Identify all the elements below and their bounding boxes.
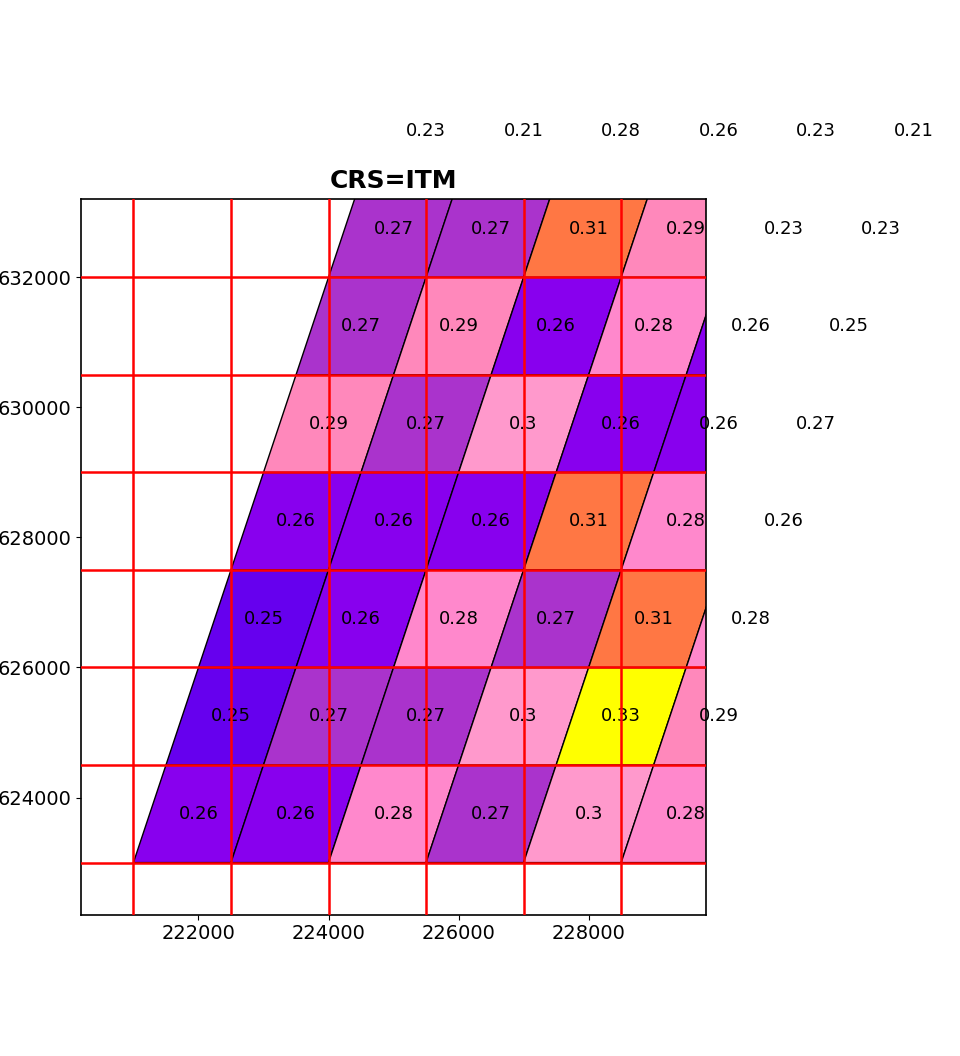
Polygon shape — [686, 570, 816, 667]
Polygon shape — [686, 278, 816, 375]
Polygon shape — [523, 180, 654, 278]
Polygon shape — [166, 667, 296, 765]
Polygon shape — [328, 180, 459, 278]
Text: 0.3: 0.3 — [574, 805, 603, 823]
Text: 0.31: 0.31 — [634, 609, 674, 627]
Text: 0.27: 0.27 — [373, 220, 414, 238]
Polygon shape — [523, 765, 654, 863]
Text: 0.25: 0.25 — [211, 708, 251, 725]
Polygon shape — [588, 570, 719, 667]
Polygon shape — [556, 667, 686, 765]
Polygon shape — [426, 472, 556, 570]
Polygon shape — [199, 570, 328, 667]
Polygon shape — [719, 472, 849, 570]
Text: 0.23: 0.23 — [796, 122, 836, 140]
Polygon shape — [296, 278, 426, 375]
Text: 0.3: 0.3 — [510, 708, 538, 725]
Polygon shape — [621, 180, 752, 278]
Text: 0.26: 0.26 — [373, 512, 414, 530]
Polygon shape — [654, 82, 783, 180]
Text: 0.27: 0.27 — [406, 708, 446, 725]
Text: 0.23: 0.23 — [764, 220, 804, 238]
Text: 0.23: 0.23 — [861, 220, 901, 238]
Text: 0.28: 0.28 — [732, 609, 771, 627]
Text: 0.28: 0.28 — [634, 317, 674, 335]
Polygon shape — [849, 82, 960, 180]
Text: 0.26: 0.26 — [341, 609, 381, 627]
Text: 0.27: 0.27 — [471, 805, 511, 823]
Text: 0.29: 0.29 — [699, 708, 738, 725]
Polygon shape — [459, 375, 588, 472]
Text: 0.25: 0.25 — [828, 317, 869, 335]
Polygon shape — [361, 82, 492, 180]
Text: 0.29: 0.29 — [439, 317, 479, 335]
Text: 0.28: 0.28 — [666, 805, 707, 823]
Text: 0.26: 0.26 — [276, 805, 316, 823]
Text: 0.3: 0.3 — [510, 415, 538, 433]
Text: 0.26: 0.26 — [699, 415, 738, 433]
Text: 0.26: 0.26 — [471, 512, 511, 530]
Polygon shape — [263, 375, 394, 472]
Text: 0.27: 0.27 — [308, 708, 348, 725]
Text: 0.27: 0.27 — [341, 317, 381, 335]
Text: 0.26: 0.26 — [537, 317, 576, 335]
Polygon shape — [231, 472, 361, 570]
Polygon shape — [654, 375, 783, 472]
Text: 0.27: 0.27 — [796, 415, 836, 433]
Title: CRS=ITM: CRS=ITM — [330, 169, 457, 193]
Polygon shape — [231, 765, 361, 863]
Polygon shape — [361, 375, 492, 472]
Text: 0.31: 0.31 — [568, 220, 609, 238]
Text: 0.27: 0.27 — [406, 415, 446, 433]
Text: 0.33: 0.33 — [601, 708, 641, 725]
Polygon shape — [328, 765, 459, 863]
Polygon shape — [752, 82, 881, 180]
Polygon shape — [328, 472, 459, 570]
Polygon shape — [492, 570, 621, 667]
Text: 0.27: 0.27 — [471, 220, 511, 238]
Text: 0.26: 0.26 — [699, 122, 738, 140]
Polygon shape — [783, 278, 914, 375]
Text: 0.27: 0.27 — [536, 609, 576, 627]
Text: 0.21: 0.21 — [894, 122, 934, 140]
Text: 0.29: 0.29 — [308, 415, 348, 433]
Polygon shape — [426, 180, 556, 278]
Text: 0.25: 0.25 — [244, 609, 283, 627]
Polygon shape — [394, 570, 523, 667]
Polygon shape — [492, 278, 621, 375]
Text: 0.28: 0.28 — [439, 609, 478, 627]
Polygon shape — [296, 570, 426, 667]
Text: 0.21: 0.21 — [504, 122, 543, 140]
Polygon shape — [556, 82, 686, 180]
Polygon shape — [588, 278, 719, 375]
Text: 0.31: 0.31 — [568, 512, 609, 530]
Polygon shape — [459, 82, 588, 180]
Text: 0.26: 0.26 — [601, 415, 641, 433]
Polygon shape — [263, 667, 394, 765]
Text: 0.26: 0.26 — [764, 512, 804, 530]
Text: 0.26: 0.26 — [179, 805, 219, 823]
Polygon shape — [816, 180, 947, 278]
Polygon shape — [394, 278, 523, 375]
Text: 0.28: 0.28 — [373, 805, 414, 823]
Polygon shape — [459, 667, 588, 765]
Polygon shape — [752, 375, 881, 472]
Text: 0.26: 0.26 — [276, 512, 316, 530]
Polygon shape — [523, 472, 654, 570]
Text: 0.29: 0.29 — [666, 220, 707, 238]
Polygon shape — [719, 180, 849, 278]
Text: 0.23: 0.23 — [406, 122, 446, 140]
Polygon shape — [556, 375, 686, 472]
Polygon shape — [621, 765, 752, 863]
Text: 0.28: 0.28 — [601, 122, 641, 140]
Polygon shape — [133, 765, 263, 863]
Text: 0.28: 0.28 — [666, 512, 707, 530]
Polygon shape — [426, 765, 556, 863]
Polygon shape — [621, 472, 752, 570]
Polygon shape — [654, 667, 783, 765]
Polygon shape — [361, 667, 492, 765]
Text: 0.26: 0.26 — [732, 317, 771, 335]
